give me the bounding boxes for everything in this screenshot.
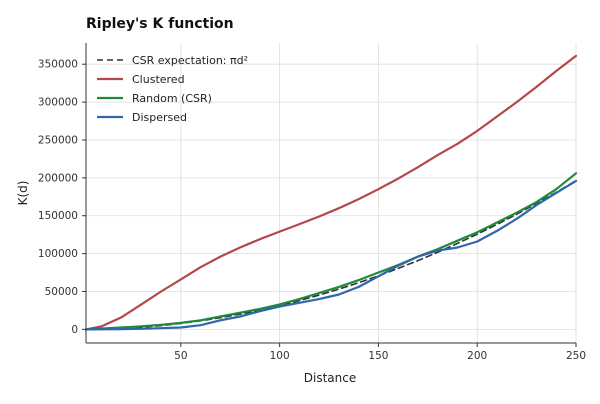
y-axis-ticks: 0 50000 100000 150000 200000 250000 300000 3500… xyxy=(38,59,86,336)
grid xyxy=(86,43,577,343)
legend-label: Clustered xyxy=(132,73,185,86)
y-tick-label: 250000 xyxy=(38,134,78,146)
series-line-3 xyxy=(84,179,578,331)
x-tick-label: 200 xyxy=(467,350,487,362)
legend-label: Dispersed xyxy=(132,111,187,124)
x-axis-ticks: 50 100 150 200 250 xyxy=(174,343,586,362)
legend-label: CSR expectation: πd² xyxy=(132,54,248,67)
series-lines xyxy=(84,54,578,331)
x-tick-label: 100 xyxy=(270,350,290,362)
y-tick-label: 350000 xyxy=(38,59,78,71)
y-tick-label: 200000 xyxy=(38,172,78,184)
series-line-0 xyxy=(85,179,577,331)
chart-title: Ripley's K function xyxy=(86,16,234,32)
y-axis-label: K(d) xyxy=(16,181,30,206)
y-tick-label: 0 xyxy=(71,324,78,336)
y-tick-label: 50000 xyxy=(45,286,78,298)
axes xyxy=(85,43,576,344)
series-line-2 xyxy=(84,172,578,331)
x-tick-label: 250 xyxy=(566,350,586,362)
x-tick-label: 50 xyxy=(174,350,187,362)
y-tick-label: 100000 xyxy=(38,248,78,260)
x-tick-label: 150 xyxy=(368,350,388,362)
legend: CSR expectation: πd² Clustered Random (CSR… xyxy=(97,54,248,124)
y-tick-label: 300000 xyxy=(38,97,78,109)
legend-label: Random (CSR) xyxy=(132,92,212,105)
y-tick-label: 150000 xyxy=(38,210,78,222)
x-axis-label: Distance xyxy=(304,371,356,385)
series-line-1 xyxy=(84,54,578,331)
